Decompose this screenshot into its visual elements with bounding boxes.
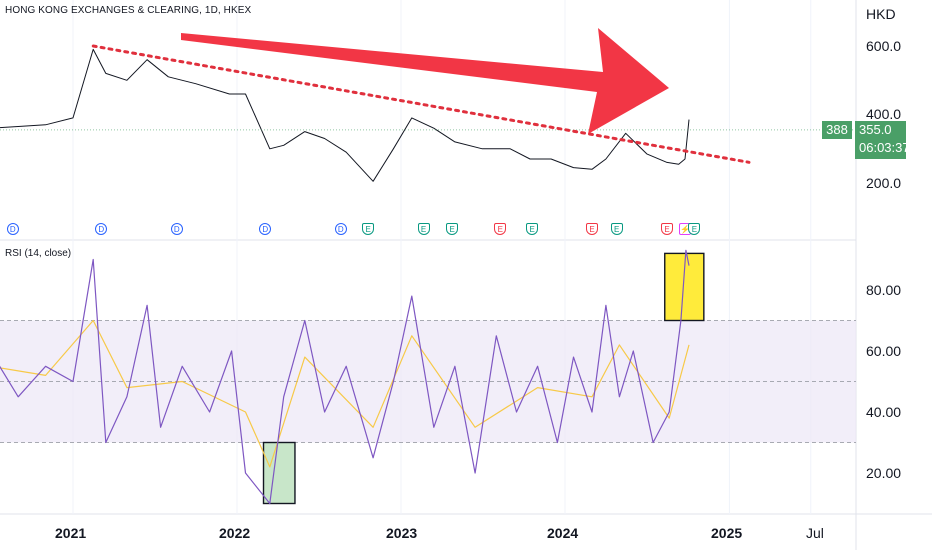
dividend-marker[interactable]: D (6, 223, 19, 235)
dividend-marker[interactable]: D (170, 223, 183, 235)
rsi-tick: 80.00 (866, 282, 902, 298)
chart-title: HONG KONG EXCHANGES & CLEARING, 1D, HKEX (5, 5, 252, 16)
rsi-tick: 40.00 (866, 404, 902, 420)
x-tick: 2024 (547, 525, 579, 541)
earnings-marker[interactable]: E (362, 223, 375, 235)
price-badge: 355.0 06:03:37 (855, 121, 910, 159)
dividend-marker[interactable]: D (95, 223, 108, 235)
x-tick: 2023 (386, 525, 418, 541)
arrow-annotation (181, 28, 669, 134)
price-tick: 600.0 (866, 38, 902, 54)
overbought-box (664, 252, 705, 322)
annotations (91, 28, 751, 164)
price-line (0, 48, 690, 182)
earnings-marker[interactable]: E (688, 223, 701, 235)
earnings-marker[interactable]: E (526, 223, 539, 235)
rsi-tick: 60.00 (866, 343, 902, 359)
dividend-marker[interactable]: D (334, 223, 347, 235)
symbol-badge: 388 (822, 121, 852, 139)
bar-countdown: 06:03:37 (859, 140, 910, 155)
rsi-ma-line (0, 319, 690, 468)
last-price: 355.0 (859, 122, 892, 137)
x-tick: 2021 (55, 525, 87, 541)
earnings-marker[interactable]: E (446, 223, 459, 235)
rsi-title: RSI (14, close) (5, 248, 72, 259)
x-tick: 2022 (219, 525, 251, 541)
earnings-marker[interactable]: E (610, 223, 623, 235)
earnings-marker[interactable]: E (586, 223, 598, 235)
rsi-tick: 20.00 (866, 465, 902, 481)
dividend-marker[interactable]: D (259, 223, 272, 235)
x-tick: Jul (806, 525, 824, 541)
earnings-marker[interactable]: E (661, 223, 673, 235)
x-tick: 2025 (711, 525, 743, 541)
earnings-marker[interactable]: E (494, 223, 507, 235)
oversold-box (262, 441, 296, 505)
trendline (91, 44, 751, 164)
rsi-line (0, 249, 690, 505)
rsi-panel (0, 249, 856, 505)
price-tick: 200.0 (866, 175, 902, 191)
price-tick: 400.0 (866, 106, 902, 122)
price-panel (0, 48, 856, 182)
currency-label: HKD (866, 6, 896, 22)
earnings-marker[interactable]: E (417, 223, 430, 235)
